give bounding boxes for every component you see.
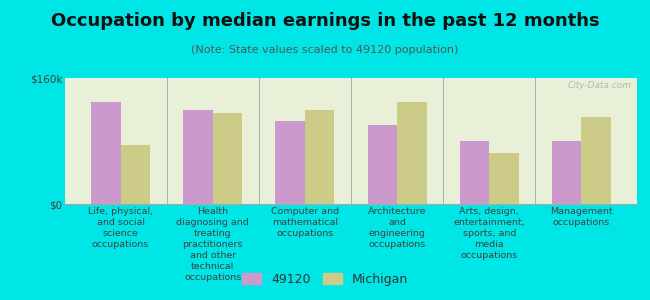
Text: Occupation by median earnings in the past 12 months: Occupation by median earnings in the pas… (51, 12, 599, 30)
Text: City-Data.com: City-Data.com (567, 80, 631, 89)
Bar (91, 102, 120, 204)
Bar (582, 117, 611, 204)
Bar (368, 125, 397, 204)
Bar (183, 110, 213, 204)
Bar (120, 145, 150, 204)
Bar (213, 113, 242, 204)
Bar (460, 141, 489, 204)
Legend: 49120, Michigan: 49120, Michigan (237, 268, 413, 291)
Text: (Note: State values scaled to 49120 population): (Note: State values scaled to 49120 popu… (191, 45, 459, 55)
Bar (489, 153, 519, 204)
Bar (276, 121, 305, 204)
Bar (305, 110, 334, 204)
Bar (552, 141, 582, 204)
Bar (397, 102, 426, 204)
